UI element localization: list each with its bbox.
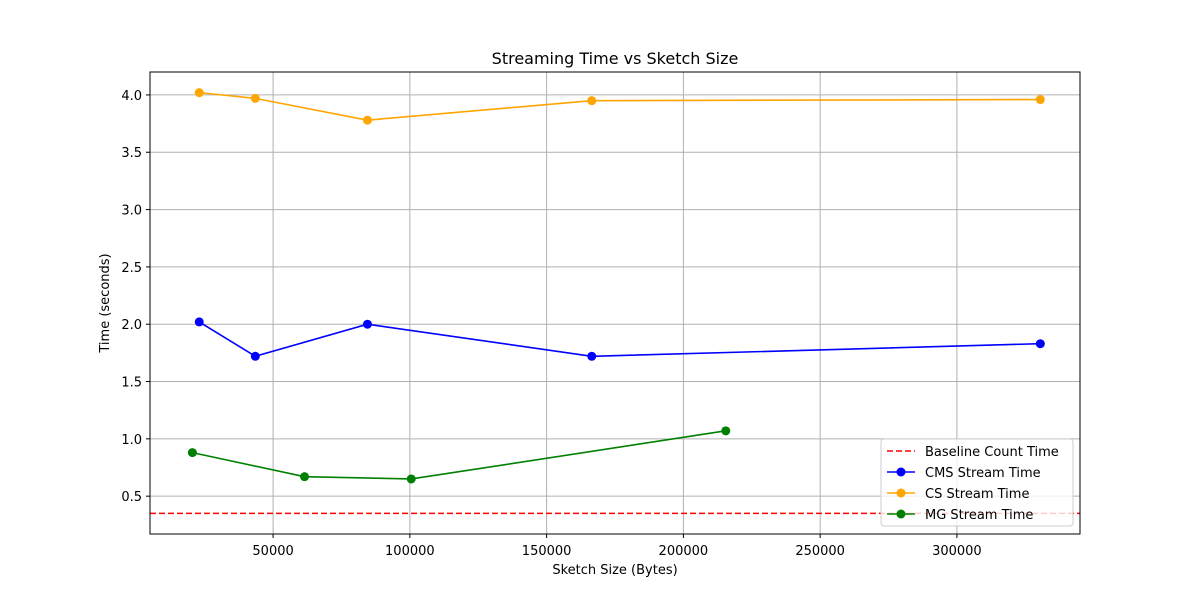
y-axis-title: Time (seconds): [98, 253, 113, 353]
y-tick-label: 4.0: [121, 89, 142, 104]
series-3: [187, 426, 731, 484]
data-point: [194, 88, 204, 98]
y-tick-label: 1.0: [121, 433, 142, 448]
legend-box: [880, 438, 1074, 527]
legend-item: CMS Stream Time: [887, 466, 1041, 481]
legend: Baseline Count Time CMS Stream Time CS Str…: [880, 438, 1074, 527]
data-point: [300, 472, 310, 482]
legend-item: MG Stream Time: [887, 508, 1033, 523]
x-tick-label: 50000: [252, 544, 293, 559]
y-tick-label: 3.5: [121, 146, 142, 161]
legend-marker: [896, 509, 906, 519]
x-tick-label: 200000: [659, 544, 709, 559]
legend-marker: [896, 488, 906, 498]
series-line: [198, 321, 1041, 358]
legend-label: CS Stream Time: [925, 487, 1029, 502]
data-point: [250, 93, 260, 103]
chart-title: Streaming Time vs Sketch Size: [492, 49, 739, 68]
series-2: [194, 88, 1045, 125]
x-tick-label: 100000: [385, 544, 435, 559]
data-point: [194, 317, 204, 327]
data-point: [1035, 95, 1045, 105]
legend-label: CMS Stream Time: [925, 466, 1041, 481]
y-tick-label: 2.0: [121, 318, 142, 333]
legend-label: Baseline Count Time: [925, 445, 1059, 460]
x-tick-label: 250000: [795, 544, 845, 559]
y-tick-label: 2.5: [121, 261, 142, 276]
data-point: [362, 319, 372, 329]
data-point: [587, 351, 597, 361]
data-point: [587, 96, 597, 106]
y-tick-label: 0.5: [121, 490, 142, 505]
data-point: [721, 426, 731, 436]
legend-label: MG Stream Time: [925, 508, 1033, 523]
plot-frame: [149, 71, 1081, 535]
x-tick-label: 300000: [932, 544, 982, 559]
series-line: [199, 91, 1041, 121]
y-tick-label: 3.0: [121, 204, 142, 219]
data-point: [362, 115, 372, 125]
series-1: [194, 317, 1045, 361]
legend-item: CS Stream Time: [887, 487, 1029, 502]
x-tick-label: 150000: [522, 544, 572, 559]
data-point: [406, 474, 416, 484]
data-point: [250, 351, 260, 361]
legend-item: Baseline Count Time: [887, 445, 1059, 460]
data-point: [187, 448, 197, 458]
series-line: [192, 430, 726, 480]
grid: [150, 72, 1080, 534]
series-layer: [187, 88, 1045, 484]
data-point: [1035, 339, 1045, 349]
axis-ticks: 50000 100000 150000 200000 250000 300000 0.5 1.…: [121, 89, 981, 559]
y-tick-label: 1.5: [121, 376, 142, 391]
legend-marker: [896, 467, 906, 477]
x-axis-title: Sketch Size (Bytes): [552, 563, 677, 578]
